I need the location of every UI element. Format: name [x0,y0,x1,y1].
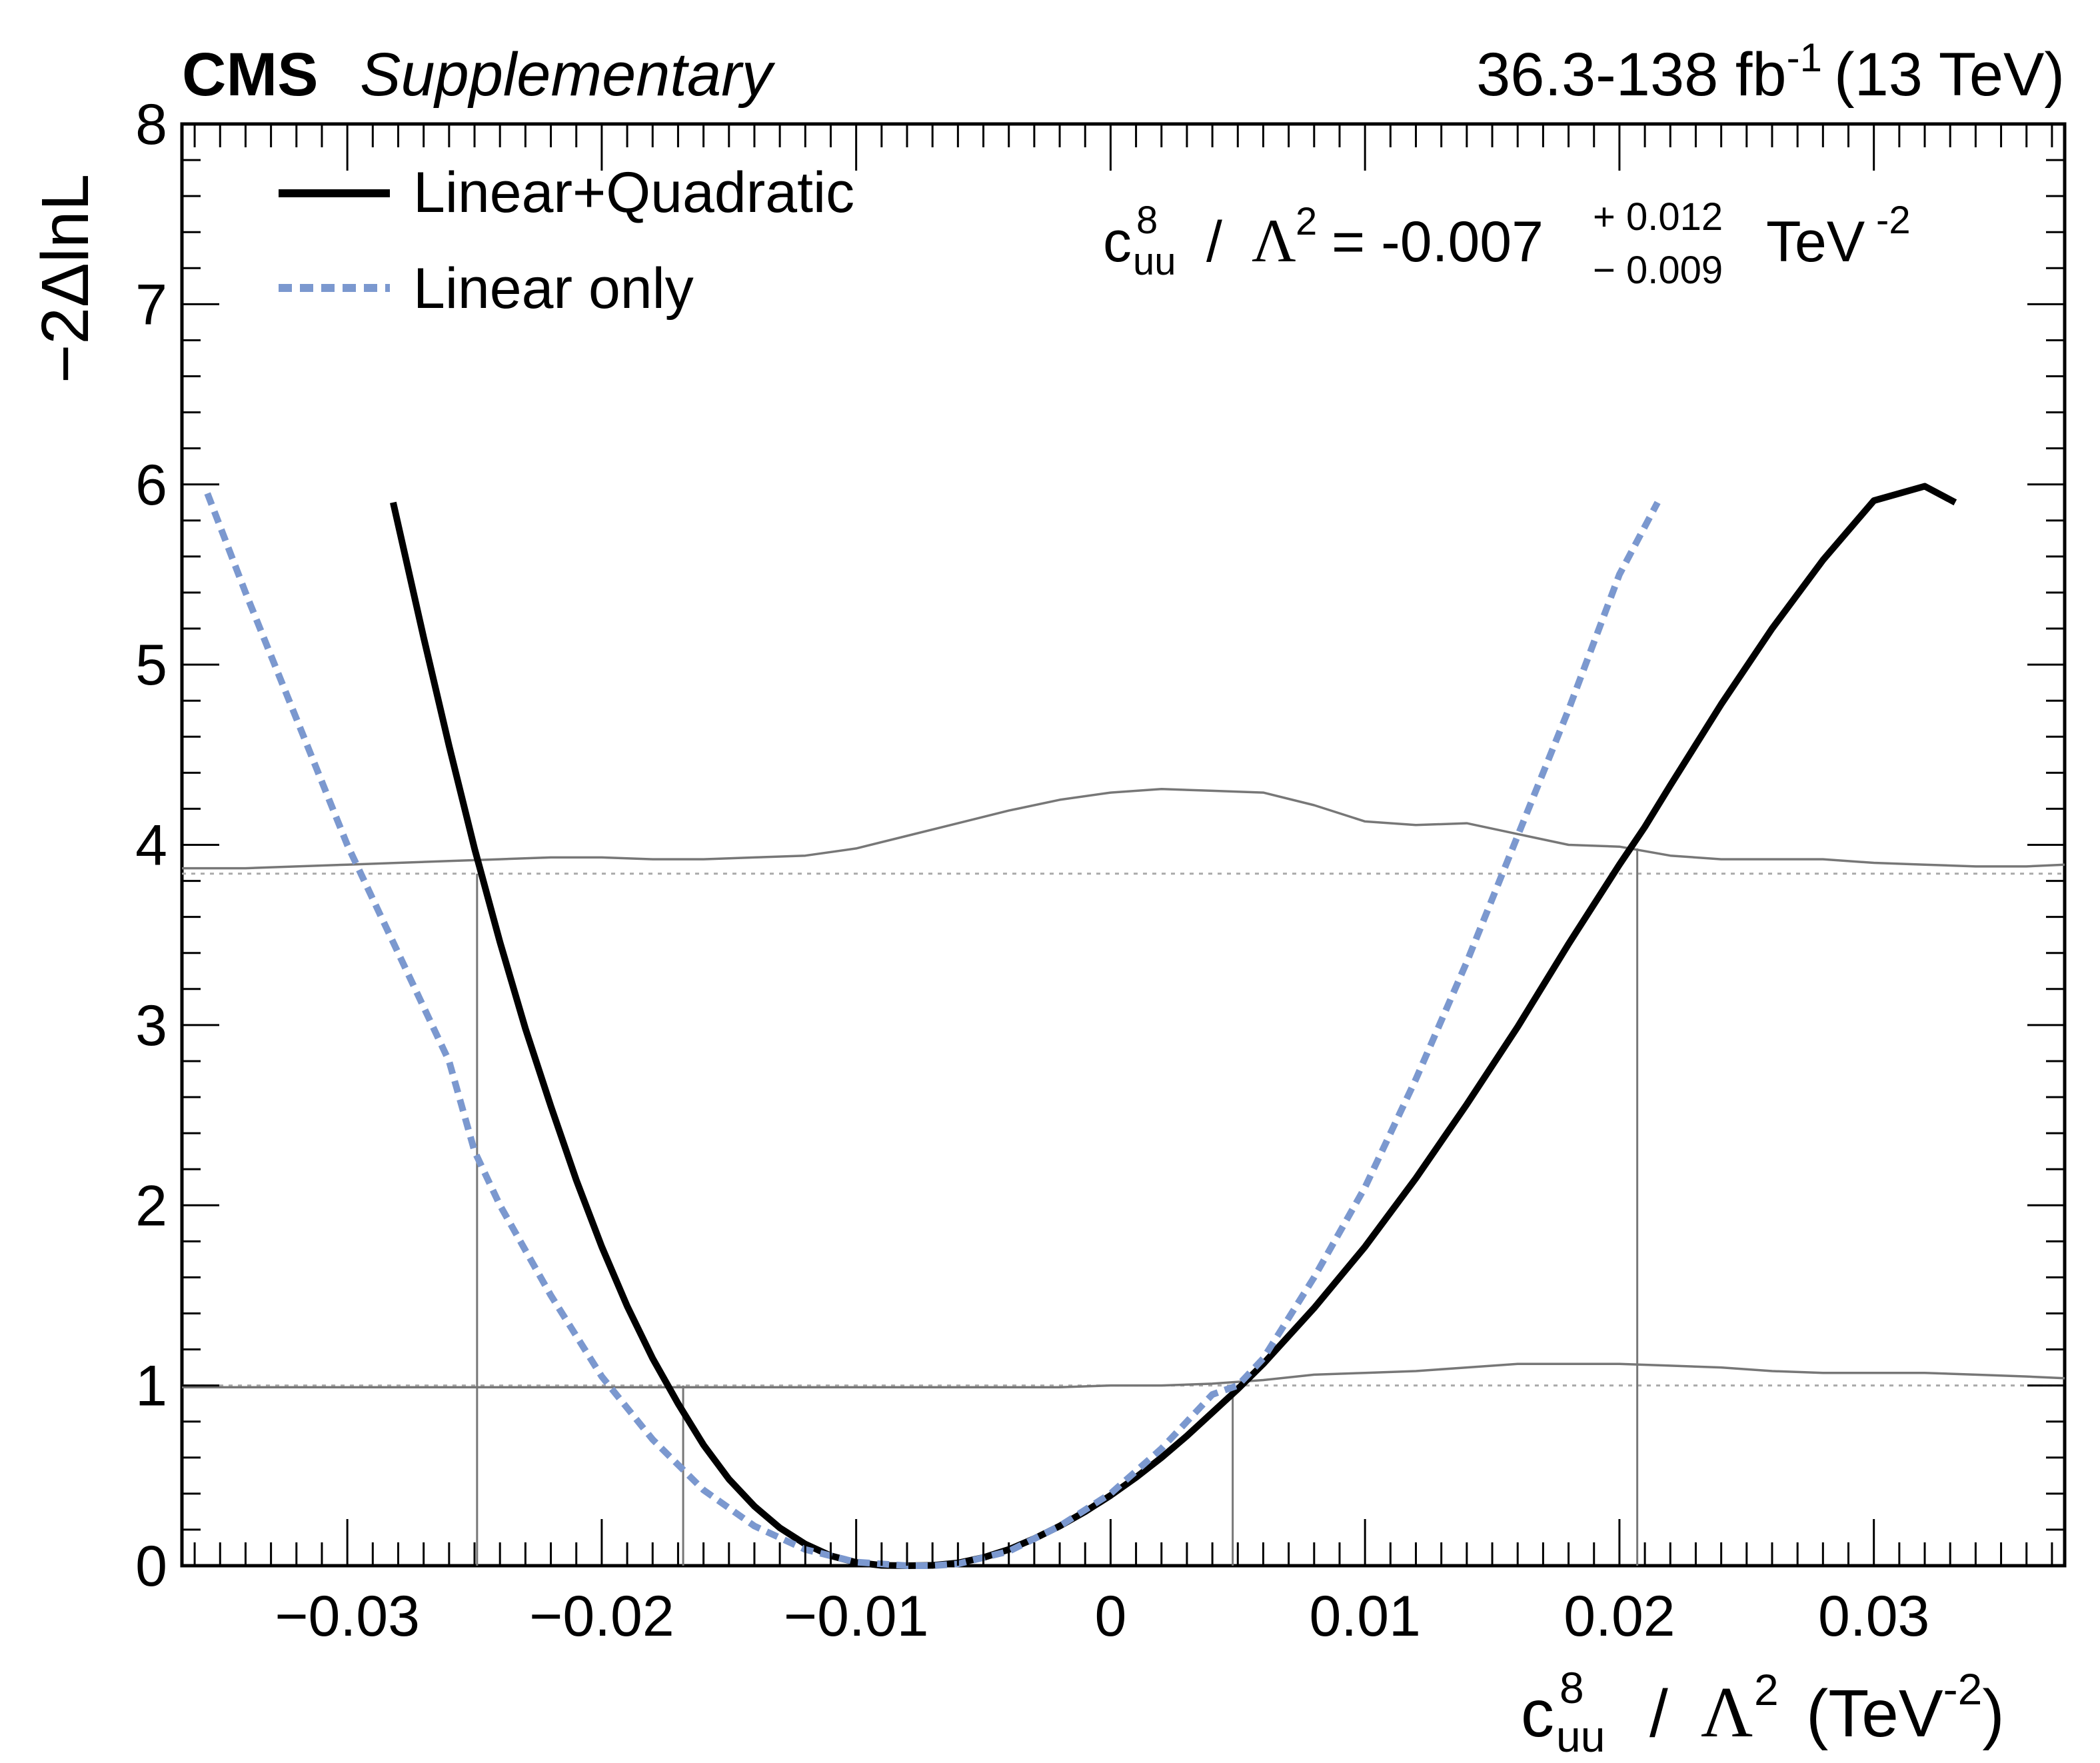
legend-label-linear-quadratic: Linear+Quadratic [413,161,854,225]
series-line-3 [182,1362,2065,1389]
axis-tick-labels: 0 1 2 3 4 5 6 7 8 −0.03 −0.02 −0.01 0 0.01 0.02 0.03 [135,93,1929,1648]
result-value: = -0.007 [1332,210,1544,274]
series-line-2 [182,787,2065,870]
y-tick-label: 7 [135,273,167,337]
x-tick-label: −0.03 [275,1584,420,1648]
x-tick-label: 0.01 [1309,1584,1420,1648]
x-axis-label-sup: 8 [1560,1663,1584,1712]
x-tick-label: −0.01 [784,1584,929,1648]
luminosity-exponent: -1 [1787,35,1822,80]
y-axis-label: −2ΔlnL [28,174,103,383]
x-axis-label: c 8 uu / Λ 2 (TeV-2) [1521,1663,2005,1761]
y-tick-label: 1 [135,1354,167,1418]
x-axis-label-coefficient: c [1521,1676,1554,1751]
experiment-label: CMS [182,41,318,109]
result-coefficient: c [1103,210,1132,274]
y-tick-label: 0 [135,1534,167,1598]
result-unit-exp: -2 [1876,199,1911,242]
y-tick-label: 2 [135,1174,167,1238]
luminosity-value: 36.3-138 fb [1476,41,1786,109]
x-axis-label-sub: uu [1556,1712,1605,1761]
result-coefficient-sup: 8 [1136,199,1158,242]
result-coefficient-sub: uu [1133,240,1176,283]
legend-label-linear-only: Linear only [413,257,694,321]
x-axis-label-unit: (TeV-2) [1806,1664,2005,1751]
x-axis-label-slash: / [1649,1676,1668,1751]
result-unit: TeV [1766,210,1865,274]
tag-label: Supplementary [360,41,776,109]
y-tick-label: 3 [135,994,167,1058]
x-tick-label: 0 [1094,1584,1126,1648]
series-line-0 [390,483,1957,1569]
best-fit-annotation: c 8 uu / Λ 2 = -0.007 + 0.012 − 0.009 Te… [1103,195,1911,292]
result-lambda: Λ [1252,207,1296,275]
y-tick-label: 4 [135,814,167,878]
interval-lines [476,848,1639,1566]
result-uncertainty-up: + 0.012 [1593,195,1723,239]
reference-lines [182,873,2065,1387]
axis-ticks [182,123,2065,1567]
x-tick-label: 0.02 [1564,1584,1675,1648]
result-slash: / [1206,210,1222,274]
plot-frame [180,122,2067,1568]
result-lambda-exp: 2 [1296,200,1317,243]
result-uncertainty-down: − 0.009 [1593,249,1723,292]
series-layer [182,483,2065,1569]
y-tick-label: 8 [135,93,167,157]
legend: Linear+Quadratic Linear only [279,161,854,321]
y-tick-label: 5 [135,633,167,697]
x-tick-label: 0.03 [1818,1584,1929,1648]
luminosity-label: 36.3-138 fb-1 (13 TeV) [1476,35,2065,109]
x-tick-label: −0.02 [529,1584,674,1648]
x-axis-label-lambda-exp: 2 [1754,1665,1779,1714]
y-tick-label: 6 [135,453,167,517]
x-axis-label-lambda: Λ [1701,1673,1753,1752]
energy-value: (13 TeV) [1834,41,2065,109]
series-line-1 [204,492,1661,1569]
